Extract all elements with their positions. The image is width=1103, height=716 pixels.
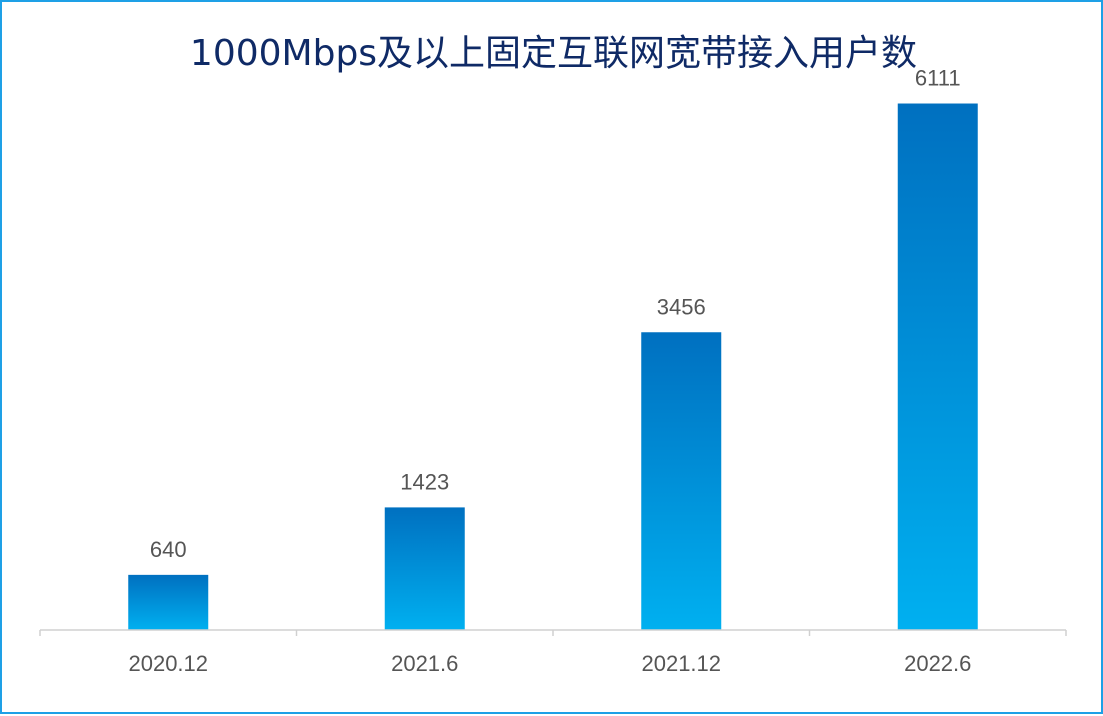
bar-2021.12 — [641, 332, 722, 630]
data-label-2021.6: 1423 — [400, 469, 449, 494]
bar-2021.6 — [384, 507, 465, 630]
chart-title: 1000Mbps及以上固定互联网宽带接入用户数 — [189, 33, 918, 74]
tick-label-2021.6: 2021.6 — [391, 651, 458, 676]
tick-label-2022.6: 2022.6 — [904, 651, 971, 676]
data-labels: 640 1423 3456 6111 — [150, 66, 961, 562]
x-axis-ticks — [39, 630, 1067, 636]
data-label-2021.12: 3456 — [657, 294, 706, 319]
bar-2022.6 — [897, 103, 978, 630]
bars-group — [128, 103, 978, 630]
tick-label-2020.12: 2020.12 — [128, 651, 208, 676]
tick-label-2021.12: 2021.12 — [641, 651, 721, 676]
bar-2020.12 — [128, 574, 209, 630]
data-label-2020.12: 640 — [150, 537, 187, 562]
data-label-2022.6: 6111 — [915, 66, 961, 91]
category-labels: 2020.12 2021.6 2021.12 2022.6 — [128, 651, 971, 676]
